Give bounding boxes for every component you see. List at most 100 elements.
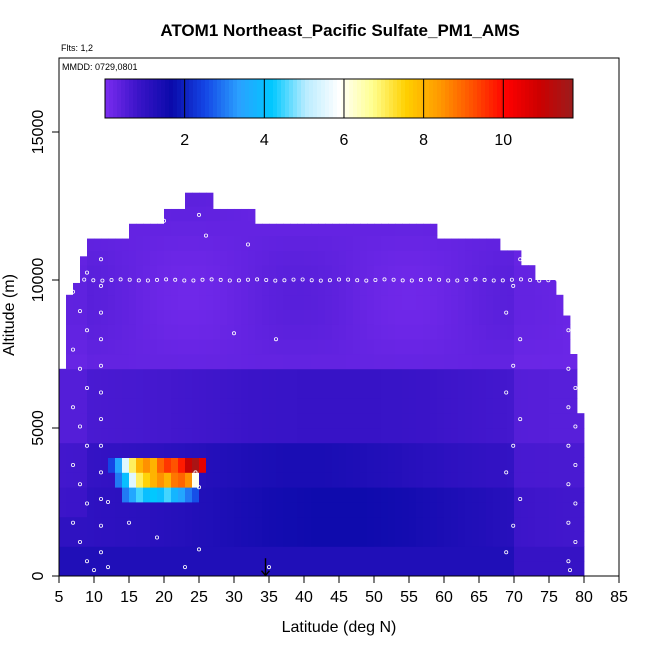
heatmap-cell	[451, 561, 459, 577]
observation-point	[318, 278, 323, 283]
heatmap-cell	[486, 368, 494, 384]
heatmap-cell	[528, 339, 536, 355]
heatmap-cell	[220, 531, 228, 547]
heatmap-cell	[514, 383, 522, 399]
heatmap-cell	[577, 472, 585, 488]
heatmap-cell	[59, 368, 67, 384]
heatmap-cell	[248, 324, 256, 340]
observation-point	[336, 277, 341, 282]
heatmap-cell	[283, 428, 291, 444]
heatmap-cell	[444, 546, 452, 562]
heatmap-cell	[164, 280, 172, 296]
heatmap-cell	[227, 398, 235, 414]
heatmap-cell	[178, 383, 186, 399]
heatmap-cell	[563, 531, 571, 547]
heatmap-cell	[402, 561, 410, 577]
heatmap-cell	[486, 280, 494, 296]
heatmap-cell	[255, 294, 263, 310]
heatmap-cell	[430, 398, 438, 414]
colorbar-segment	[357, 79, 362, 118]
heatmap-cell	[353, 472, 361, 488]
heatmap-cell	[59, 561, 67, 577]
heatmap-cell	[206, 265, 214, 281]
heatmap-cell	[213, 294, 221, 310]
heatmap-cell	[465, 546, 473, 562]
heatmap-cell	[255, 502, 263, 518]
heatmap-cell	[514, 265, 522, 281]
heatmap-cell	[556, 398, 564, 414]
heatmap-cell	[528, 265, 536, 281]
heatmap-cell	[290, 561, 298, 577]
heatmap-cell	[451, 324, 459, 340]
observation-point	[191, 278, 196, 283]
x-tick-label: 5	[55, 589, 64, 606]
heatmap-cell	[367, 309, 375, 325]
heatmap-cell	[241, 208, 249, 222]
heatmap-cell	[101, 294, 109, 310]
heatmap-cell	[164, 472, 172, 488]
heatmap-cell	[297, 531, 305, 547]
heatmap-cell	[122, 383, 130, 399]
heatmap-cell	[136, 413, 144, 429]
observation-point	[266, 565, 271, 570]
heatmap-cell	[416, 294, 424, 310]
heatmap-cell	[549, 368, 557, 384]
heatmap-cell	[388, 516, 396, 532]
heatmap-cell	[192, 309, 200, 325]
heatmap-cell	[535, 280, 543, 296]
heatmap-cell	[290, 235, 298, 251]
heatmap-cell	[248, 413, 256, 429]
heatmap-cell	[220, 368, 228, 384]
heatmap-cell	[451, 238, 459, 251]
heatmap-cell	[381, 339, 389, 355]
heatmap-cell	[570, 368, 578, 384]
heatmap-cell	[395, 265, 403, 281]
observation-point	[382, 277, 387, 282]
heatmap-cell	[542, 502, 550, 518]
heatmap-cell	[101, 457, 109, 473]
heatmap-cell	[136, 516, 144, 532]
heatmap-cell	[451, 472, 459, 488]
heatmap-cell	[59, 516, 67, 532]
heatmap-cell	[325, 368, 333, 384]
heatmap-cell	[199, 354, 207, 370]
heatmap-cell	[563, 315, 571, 325]
heatmap-cell	[199, 516, 207, 532]
heatmap-cell	[535, 546, 543, 562]
heatmap-cell	[346, 457, 354, 473]
heatmap-cell	[465, 442, 473, 458]
heatmap-cell	[122, 502, 130, 518]
colorbar-segment	[225, 79, 230, 118]
heatmap-cell	[500, 250, 508, 266]
heatmap-cell	[339, 265, 347, 281]
heatmap-cell	[353, 235, 361, 251]
heatmap-cell	[213, 502, 221, 518]
y-tick-label: 0	[30, 571, 47, 580]
heatmap-cell	[304, 354, 312, 370]
heatmap-cell	[255, 413, 263, 429]
heatmap-cell	[108, 413, 116, 429]
observation-point	[164, 277, 169, 282]
heatmap-cell	[129, 339, 137, 355]
observation-point	[309, 278, 314, 283]
heatmap-cell	[325, 442, 333, 458]
heatmap-cell	[255, 324, 263, 340]
heatmap-cell	[346, 339, 354, 355]
heatmap-cell	[276, 546, 284, 562]
heatmap-cell	[94, 516, 102, 532]
heatmap-cell	[262, 457, 270, 473]
observation-point	[196, 547, 201, 552]
heatmap-cell	[178, 472, 186, 488]
heatmap-cell	[185, 250, 193, 266]
heatmap-cell	[206, 220, 214, 236]
heatmap-cell	[115, 354, 123, 370]
observation-point	[78, 482, 83, 487]
heatmap-cell	[409, 383, 417, 399]
heatmap-cell	[423, 546, 431, 562]
heatmap-cell	[500, 280, 508, 296]
heatmap-cell	[227, 250, 235, 266]
heatmap-cell	[430, 309, 438, 325]
heatmap-cell	[388, 546, 396, 562]
colorbar-segment	[257, 79, 262, 118]
heatmap-cell	[206, 442, 214, 458]
